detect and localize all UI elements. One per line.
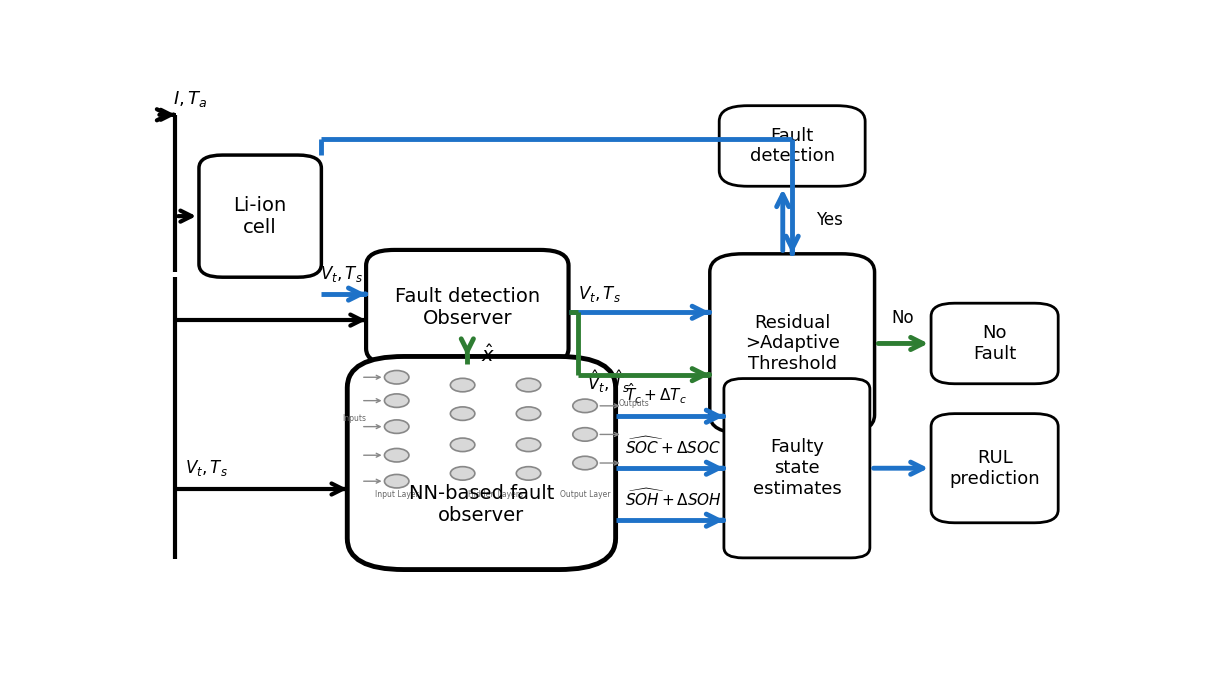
Text: $\hat{V}_t, \hat{T}_s$: $\hat{V}_t, \hat{T}_s$ — [587, 369, 631, 396]
Text: Residual
>Adaptive
Threshold: Residual >Adaptive Threshold — [745, 314, 840, 373]
FancyBboxPatch shape — [710, 254, 875, 433]
Text: RUL
prediction: RUL prediction — [949, 449, 1040, 487]
Circle shape — [516, 378, 541, 392]
Circle shape — [384, 475, 409, 488]
Text: No: No — [892, 308, 914, 327]
Text: Outputs: Outputs — [618, 399, 649, 408]
Circle shape — [572, 456, 598, 470]
Circle shape — [384, 448, 409, 462]
Text: $\widehat{SOC} + \Delta SOC$: $\widehat{SOC} + \Delta SOC$ — [625, 435, 720, 457]
Circle shape — [384, 371, 409, 384]
Text: Yes: Yes — [815, 211, 842, 229]
Text: Inputs: Inputs — [343, 414, 367, 423]
Text: $\hat{x}$: $\hat{x}$ — [481, 344, 496, 366]
Text: Output Layer: Output Layer — [560, 490, 610, 499]
Circle shape — [451, 466, 475, 480]
Text: No
Fault: No Fault — [973, 324, 1016, 363]
Text: $V_t, T_s$: $V_t, T_s$ — [320, 263, 363, 284]
Circle shape — [384, 420, 409, 433]
FancyBboxPatch shape — [931, 414, 1058, 523]
Circle shape — [451, 378, 475, 392]
Text: Li-ion
cell: Li-ion cell — [233, 196, 287, 237]
Text: Input Layer: Input Layer — [374, 490, 419, 499]
Text: $\hat{T}_c + \Delta T_c$: $\hat{T}_c + \Delta T_c$ — [625, 382, 686, 406]
FancyBboxPatch shape — [199, 155, 321, 277]
FancyBboxPatch shape — [719, 106, 865, 186]
Circle shape — [516, 466, 541, 480]
Text: $\widehat{SOH} + \Delta SOH$: $\widehat{SOH} + \Delta SOH$ — [625, 487, 722, 509]
Text: $V_t, T_s$: $V_t, T_s$ — [578, 284, 621, 304]
Circle shape — [572, 399, 598, 412]
FancyBboxPatch shape — [724, 379, 870, 558]
Circle shape — [384, 394, 409, 408]
Text: $I, T_a$: $I, T_a$ — [173, 89, 207, 109]
FancyBboxPatch shape — [366, 250, 569, 364]
Circle shape — [572, 428, 598, 441]
Circle shape — [516, 438, 541, 452]
FancyBboxPatch shape — [347, 356, 616, 570]
Text: $V_t, T_s$: $V_t, T_s$ — [185, 458, 227, 479]
Text: Faulty
state
estimates: Faulty state estimates — [752, 439, 841, 498]
Circle shape — [516, 407, 541, 421]
Text: Fault detection
Observer: Fault detection Observer — [395, 287, 539, 327]
Text: NN-based fault
observer: NN-based fault observer — [408, 484, 554, 525]
Circle shape — [451, 407, 475, 421]
FancyBboxPatch shape — [931, 303, 1058, 384]
Text: Fault
detection: Fault detection — [750, 127, 835, 165]
Circle shape — [451, 438, 475, 452]
Text: Hidden Layers: Hidden Layers — [468, 490, 524, 499]
